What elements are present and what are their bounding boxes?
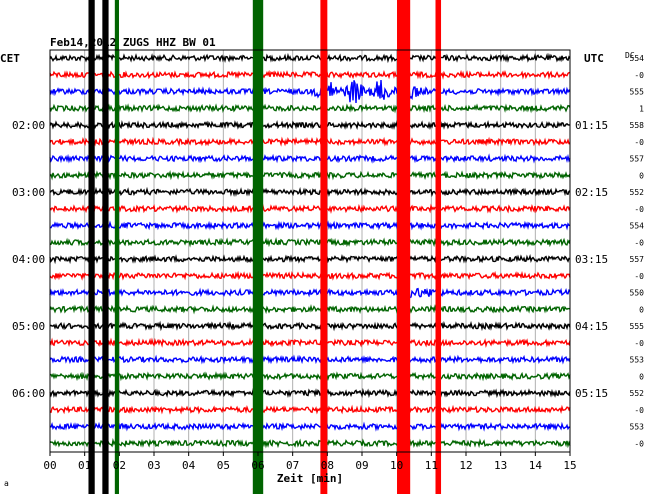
dc-value-label: 557	[630, 155, 645, 164]
x-tick-label: 10	[390, 459, 403, 472]
trace-line-22	[49, 404, 571, 415]
dc-value-label: 0	[639, 305, 644, 314]
trace-layer	[49, 52, 571, 449]
chart-title: Feb14,2012 ZUGS HHZ BW 01	[50, 36, 216, 49]
x-tick-label: 12	[459, 459, 472, 472]
trace-line-9	[49, 186, 571, 198]
dc-value-label: 558	[630, 121, 645, 130]
trace-line-1	[49, 52, 571, 64]
dc-value-label: 557	[630, 255, 645, 264]
vertical-band-2	[102, 0, 109, 494]
dc-value-label: 552	[630, 389, 645, 398]
x-tick-label: 08	[321, 459, 334, 472]
dc-value-label: -0	[634, 205, 644, 214]
right-timezone-label: UTC	[584, 52, 604, 65]
x-tick-label: 05	[217, 459, 230, 472]
x-tick-label: 03	[147, 459, 160, 472]
plot-frame	[49, 49, 571, 453]
trace-line-8	[49, 169, 571, 181]
trace-line-13	[49, 253, 571, 265]
dc-value-label: 555	[630, 322, 645, 331]
left-time-label: 03:00	[12, 186, 45, 199]
dc-value-label: -0	[634, 238, 644, 247]
x-tick-labels: 00 01 02 03 04 05 06 07 08 09 10 11 12 13 14 15	[43, 452, 577, 472]
left-time-label: 06:00	[12, 387, 45, 400]
x-tick-label: 11	[425, 459, 438, 472]
footer-mark: a	[4, 479, 9, 488]
dc-value-label: -0	[634, 339, 644, 348]
dc-value-label: -0	[634, 406, 644, 415]
x-tick-label: 09	[355, 459, 368, 472]
left-time-label: 05:00	[12, 320, 45, 333]
x-tick-label: 00	[43, 459, 56, 472]
dc-value-label: 554	[630, 222, 645, 231]
trace-line-14	[49, 270, 571, 281]
dc-value-label: 553	[630, 356, 645, 365]
vertical-band-7	[435, 0, 442, 494]
x-tick-label: 02	[113, 459, 126, 472]
trace-line-15	[49, 287, 571, 302]
trace-line-21	[49, 387, 571, 399]
dc-value-label: 554	[630, 54, 645, 63]
right-time-label: 01:15	[575, 119, 608, 132]
dc-value-labels: 554 -0 555 1 558 -0 557 0 552 -0 554 -0 557 -0 550 0 555…	[630, 54, 645, 448]
trace-line-24	[49, 437, 571, 449]
dc-value-label: 0	[639, 372, 644, 381]
trace-line-4	[49, 103, 571, 114]
right-time-label: 04:15	[575, 320, 608, 333]
band-layer	[88, 0, 442, 494]
trace-line-10	[49, 203, 571, 215]
dc-value-label: -0	[634, 138, 644, 147]
vertical-band-4	[252, 0, 264, 494]
vertical-band-6	[397, 0, 411, 494]
trace-line-18	[49, 337, 571, 349]
dc-value-label: 0	[639, 171, 644, 180]
left-time-label: 02:00	[12, 119, 45, 132]
dc-value-label: -0	[634, 71, 644, 80]
vertical-band-3	[114, 0, 119, 494]
right-time-label: 02:15	[575, 186, 608, 199]
dc-value-label: -0	[634, 439, 644, 448]
x-tick-label: 13	[494, 459, 507, 472]
trace-line-11	[49, 220, 571, 231]
trace-line-23	[49, 421, 571, 432]
left-timezone-label: CET	[0, 52, 20, 65]
vertical-band-5	[320, 0, 328, 494]
right-time-labels: 01:15 02:15 03:15 04:15 05:15	[575, 119, 608, 400]
right-time-label: 05:15	[575, 387, 608, 400]
left-time-labels: 02:00 03:00 04:00 05:00 06:00	[12, 119, 45, 400]
x-axis-label: Zeit [min]	[277, 472, 343, 485]
trace-line-2	[49, 69, 571, 80]
trace-line-6	[49, 136, 571, 147]
trace-line-12	[49, 237, 571, 248]
x-tick-label: 14	[529, 459, 543, 472]
dc-header: DC	[625, 51, 635, 60]
trace-line-3	[49, 79, 571, 104]
dc-value-label: 550	[630, 289, 645, 298]
trace-line-7	[49, 153, 571, 164]
vertical-band-1	[88, 0, 95, 494]
trace-line-16	[49, 303, 571, 315]
x-tick-label: 06	[251, 459, 264, 472]
x-tick-label: 07	[286, 459, 299, 472]
dc-value-label: 1	[639, 104, 644, 113]
trace-line-5	[49, 119, 571, 131]
left-time-label: 04:00	[12, 253, 45, 266]
x-tick-label: 15	[563, 459, 576, 472]
right-time-label: 03:15	[575, 253, 608, 266]
trace-line-19	[49, 354, 571, 365]
dc-value-label: 555	[630, 88, 645, 97]
trace-line-20	[49, 371, 571, 382]
trace-line-17	[49, 320, 571, 332]
x-tick-label: 04	[182, 459, 196, 472]
dc-value-label: 553	[630, 423, 645, 432]
x-tick-label: 01	[78, 459, 91, 472]
dc-value-label: -0	[634, 272, 644, 281]
dc-value-label: 552	[630, 188, 645, 197]
